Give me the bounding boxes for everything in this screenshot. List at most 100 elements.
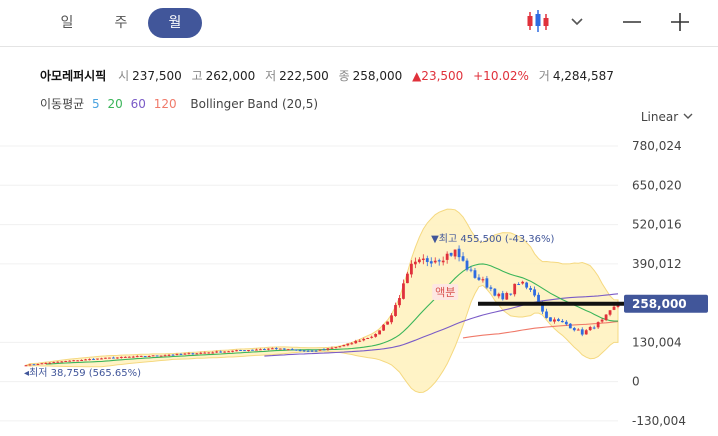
candle-body <box>521 281 525 284</box>
ma-label: 이동평균 <box>40 97 85 111</box>
candle-body <box>354 340 358 344</box>
ma-60-line <box>264 293 619 357</box>
candle-body <box>489 287 493 289</box>
candle-body <box>461 256 465 261</box>
candle-body <box>330 347 334 349</box>
candle-body <box>183 353 187 355</box>
candle-body <box>179 353 183 355</box>
candle-body <box>592 327 596 329</box>
candle-body <box>135 356 139 358</box>
scale-selector[interactable]: Linear <box>641 110 694 124</box>
candle-body <box>409 263 413 275</box>
candlestick-icon[interactable] <box>524 8 554 36</box>
candle-body <box>537 294 540 304</box>
candle-body <box>119 356 123 358</box>
candle-body <box>227 351 231 353</box>
candle-body <box>425 258 429 262</box>
candle-body <box>84 359 87 361</box>
candle-body <box>195 353 199 355</box>
candle-body <box>493 288 497 296</box>
candle-body <box>378 330 382 335</box>
candle-body <box>485 278 489 288</box>
y-tick-label: 780,024 <box>632 139 682 153</box>
candle-body <box>445 253 449 260</box>
candle-body <box>549 317 552 322</box>
split-annotation-box <box>432 284 459 300</box>
indicator-legend: 이동평균 5 20 60 120 Bollinger Band (20,5) <box>40 95 322 112</box>
candle-body <box>564 321 568 325</box>
close-label: 종 <box>338 69 350 83</box>
candle-body <box>302 350 306 352</box>
minus-icon[interactable] <box>620 8 644 36</box>
candle-body <box>36 364 40 366</box>
candle-body <box>127 356 131 358</box>
change-value: ▲23,500 <box>412 69 464 83</box>
chevron-down-icon[interactable] <box>568 8 586 36</box>
candle-body <box>402 283 405 299</box>
candle-body <box>342 345 346 347</box>
ma-20-line <box>45 263 618 365</box>
candle-body <box>131 356 135 358</box>
candle-body <box>545 311 548 318</box>
period-tabs: 일 주 월 <box>0 0 718 46</box>
candle-body <box>390 315 393 323</box>
candle-body <box>139 355 143 357</box>
volume-label: 거 <box>538 69 550 83</box>
candle-body <box>525 282 529 288</box>
candle-body <box>159 355 163 357</box>
candle-body <box>294 349 298 351</box>
bollinger-label: Bollinger Band (20,5) <box>190 97 319 111</box>
candle-body <box>580 329 584 335</box>
candle-body <box>346 343 350 346</box>
header-divider <box>0 46 718 47</box>
candle-body <box>533 289 536 296</box>
candle-body <box>509 293 513 295</box>
candle-body <box>203 352 207 354</box>
ma-60-label: 60 <box>130 97 146 111</box>
candle-body <box>64 360 68 362</box>
candle-body <box>76 360 80 362</box>
candle-body <box>255 349 258 351</box>
high-label: 고 <box>191 69 203 83</box>
candle-body <box>286 349 290 351</box>
candle-body <box>147 356 151 358</box>
candle-body <box>92 358 95 360</box>
tab-month[interactable]: 월 <box>148 8 202 38</box>
candle-body <box>497 293 501 297</box>
ma-20-label: 20 <box>107 97 123 111</box>
candle-body <box>576 329 580 331</box>
candle-body <box>211 352 215 354</box>
current-price-label: 258,000 <box>632 297 687 311</box>
plus-icon[interactable] <box>668 8 692 36</box>
candle-body <box>28 364 32 366</box>
candle-body <box>112 357 115 359</box>
candle-body <box>437 260 441 262</box>
candle-body <box>96 358 99 360</box>
split-annotation: 액분 <box>435 286 455 299</box>
candle-body <box>557 319 560 321</box>
candle-body <box>588 327 592 331</box>
candle-body <box>207 352 211 354</box>
current-price-tag <box>624 294 708 313</box>
candle-body <box>108 357 111 359</box>
candle-body <box>600 319 604 322</box>
candle-body <box>350 343 354 345</box>
tab-week[interactable]: 주 <box>114 15 128 31</box>
candle-body <box>541 303 544 312</box>
candle-body <box>100 358 103 360</box>
candle-body <box>115 357 119 359</box>
candle-body <box>60 361 64 363</box>
candle-body <box>48 362 52 364</box>
candle-body <box>429 261 433 264</box>
candle-body <box>318 349 322 351</box>
candle-body <box>604 314 608 321</box>
y-tick-label: 520,016 <box>632 218 682 232</box>
candle-body <box>290 349 294 351</box>
candle-body <box>199 352 203 354</box>
candle-body <box>529 288 532 290</box>
tab-day[interactable]: 일 <box>60 15 74 31</box>
candle-body <box>326 348 330 350</box>
candle-body <box>270 348 274 350</box>
candle-body <box>44 363 48 365</box>
